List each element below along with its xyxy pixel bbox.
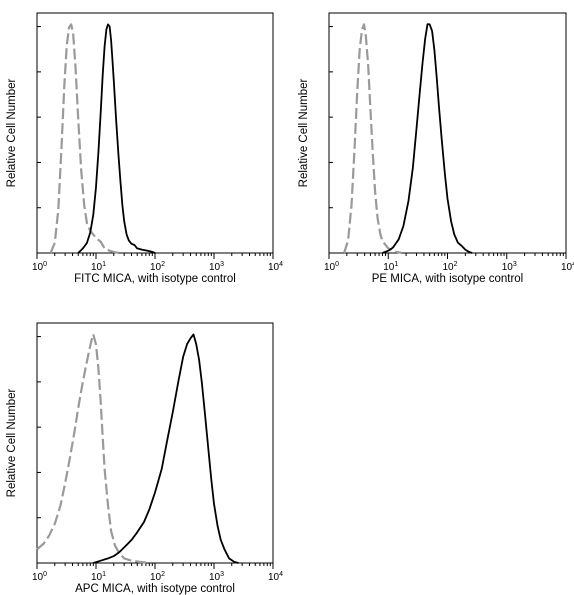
x-tick-label: 100 xyxy=(32,261,47,273)
mica-stain-curve xyxy=(77,23,156,254)
x-tick-label: 104 xyxy=(561,261,574,273)
x-tick-label: 101 xyxy=(383,261,398,273)
x-tick-label: 104 xyxy=(268,261,283,273)
isotype-control-curve xyxy=(36,333,150,565)
x-tick-label: 103 xyxy=(209,261,224,273)
x-tick-label: 103 xyxy=(209,571,224,583)
mica-stain-curve xyxy=(93,333,239,564)
x-tick-label: 102 xyxy=(150,571,165,583)
histogram-panel-2: 100 101 102 103 104 PE MICA, with isotype con… xyxy=(298,12,574,285)
y-axis-label: Relative Cell Number xyxy=(298,79,310,188)
x-tick-label: 100 xyxy=(324,261,339,273)
x-axis-label: APC MICA, with isotype control xyxy=(75,583,235,595)
plot-frame xyxy=(328,12,567,254)
histogram-panel-3: 100 101 102 103 104 APC MICA, with isotype co… xyxy=(6,322,283,595)
mica-stain-curve xyxy=(382,23,473,254)
x-tick-label: 104 xyxy=(268,571,283,583)
isotype-control-curve xyxy=(49,23,120,255)
x-tick-label: 102 xyxy=(443,261,458,273)
x-axis-label: PE MICA, with isotype control xyxy=(372,273,523,285)
plot-frame xyxy=(36,12,274,254)
y-axis-label: Relative Cell Number xyxy=(6,79,18,188)
x-axis-label: FITC MICA, with isotype control xyxy=(74,273,236,285)
histogram-panel-1: 100 101 102 103 104 FITC MICA, with isotype c… xyxy=(6,12,283,285)
y-axis-label: Relative Cell Number xyxy=(6,389,18,498)
x-tick-label: 101 xyxy=(91,571,106,583)
x-tick-label: 102 xyxy=(150,261,165,273)
x-tick-label: 103 xyxy=(502,261,517,273)
x-tick-label: 101 xyxy=(91,261,106,273)
isotype-control-curve xyxy=(343,23,403,255)
x-tick-label: 100 xyxy=(32,571,47,583)
